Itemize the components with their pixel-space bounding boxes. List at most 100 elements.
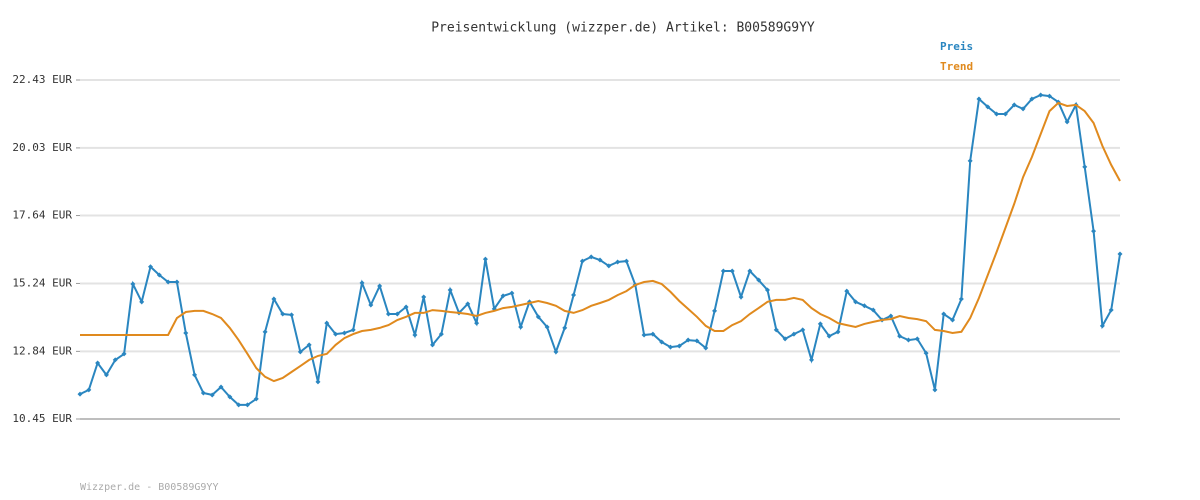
series-line	[80, 101, 1121, 383]
point-marker	[368, 302, 374, 308]
point-marker	[1082, 164, 1088, 170]
point-marker	[465, 301, 471, 307]
legend-label: Preis	[940, 40, 973, 53]
point-marker	[914, 336, 920, 342]
point-marker	[826, 333, 832, 339]
y-tick-label: 22.43 EUR	[12, 73, 72, 86]
point-marker	[209, 392, 215, 398]
point-marker	[1002, 111, 1008, 117]
y-tick-label: 12.84 EUR	[12, 344, 72, 357]
point-marker	[720, 268, 726, 274]
point-marker	[659, 339, 665, 345]
point-marker	[412, 332, 418, 338]
point-marker	[385, 311, 391, 317]
point-marker	[756, 277, 762, 283]
point-marker	[430, 342, 436, 348]
point-marker	[861, 303, 867, 309]
point-marker	[844, 288, 850, 294]
point-marker	[1099, 323, 1105, 329]
point-marker	[588, 254, 594, 260]
point-marker	[994, 111, 1000, 117]
point-marker	[597, 257, 603, 263]
point-marker	[1064, 119, 1070, 125]
point-marker	[571, 292, 577, 298]
point-marker	[403, 304, 409, 310]
point-marker	[306, 342, 312, 348]
point-marker	[579, 258, 585, 264]
point-marker	[1029, 96, 1035, 102]
point-marker	[1117, 251, 1123, 257]
point-marker	[192, 372, 198, 378]
point-marker	[271, 296, 277, 302]
point-marker	[156, 272, 162, 278]
point-marker	[447, 287, 453, 293]
point-marker	[148, 264, 154, 270]
point-marker	[103, 372, 109, 378]
point-marker	[729, 268, 735, 274]
y-tick-label: 20.03 EUR	[12, 141, 72, 154]
point-marker	[350, 327, 356, 333]
point-marker	[244, 402, 250, 408]
point-marker	[112, 357, 118, 363]
point-marker	[553, 349, 559, 355]
point-marker	[200, 390, 206, 396]
point-marker	[694, 338, 700, 344]
point-marker	[817, 321, 823, 327]
y-tick-label: 17.64 EUR	[12, 209, 72, 222]
series-line	[79, 93, 1121, 406]
point-marker	[324, 320, 330, 326]
point-marker	[764, 287, 770, 293]
point-marker	[280, 311, 286, 317]
point-marker	[967, 158, 973, 164]
y-tick-label: 10.45 EUR	[12, 412, 72, 425]
point-marker	[544, 324, 550, 330]
point-marker	[950, 317, 956, 323]
point-marker	[227, 394, 233, 400]
point-marker	[606, 263, 612, 269]
chart-title: Preisentwicklung (wizzper.de) Artikel: B…	[431, 21, 815, 36]
point-marker	[438, 331, 444, 337]
point-marker	[253, 396, 259, 402]
point-marker	[482, 256, 488, 262]
point-marker	[1038, 92, 1044, 98]
point-marker	[333, 331, 339, 337]
point-marker	[623, 258, 629, 264]
point-marker	[668, 344, 674, 350]
point-marker	[341, 330, 347, 336]
point-marker	[518, 324, 524, 330]
point-marker	[976, 96, 982, 102]
point-marker	[703, 345, 709, 351]
point-marker	[835, 329, 841, 335]
point-marker	[474, 320, 480, 326]
point-marker	[421, 294, 427, 300]
point-marker	[509, 290, 515, 296]
point-marker	[262, 329, 268, 335]
point-marker	[932, 387, 938, 393]
point-marker	[359, 280, 365, 286]
point-marker	[809, 357, 815, 363]
point-marker	[685, 337, 691, 343]
point-marker	[853, 299, 859, 305]
point-marker	[236, 402, 242, 408]
footer: Wizzper.de - B00589G9YY	[80, 482, 218, 493]
point-marker	[535, 314, 541, 320]
point-marker	[923, 350, 929, 356]
point-marker	[791, 331, 797, 337]
point-marker	[985, 104, 991, 110]
point-marker	[315, 379, 321, 385]
point-marker	[641, 332, 647, 338]
point-marker	[165, 279, 171, 285]
point-marker	[905, 337, 911, 343]
point-marker	[958, 296, 964, 302]
point-marker	[676, 343, 682, 349]
point-marker	[218, 384, 224, 390]
point-marker	[747, 268, 753, 274]
point-marker	[1046, 93, 1052, 99]
point-marker	[500, 293, 506, 299]
point-marker	[615, 259, 621, 265]
point-marker	[297, 349, 303, 355]
point-marker	[139, 299, 145, 305]
point-marker	[773, 327, 779, 333]
